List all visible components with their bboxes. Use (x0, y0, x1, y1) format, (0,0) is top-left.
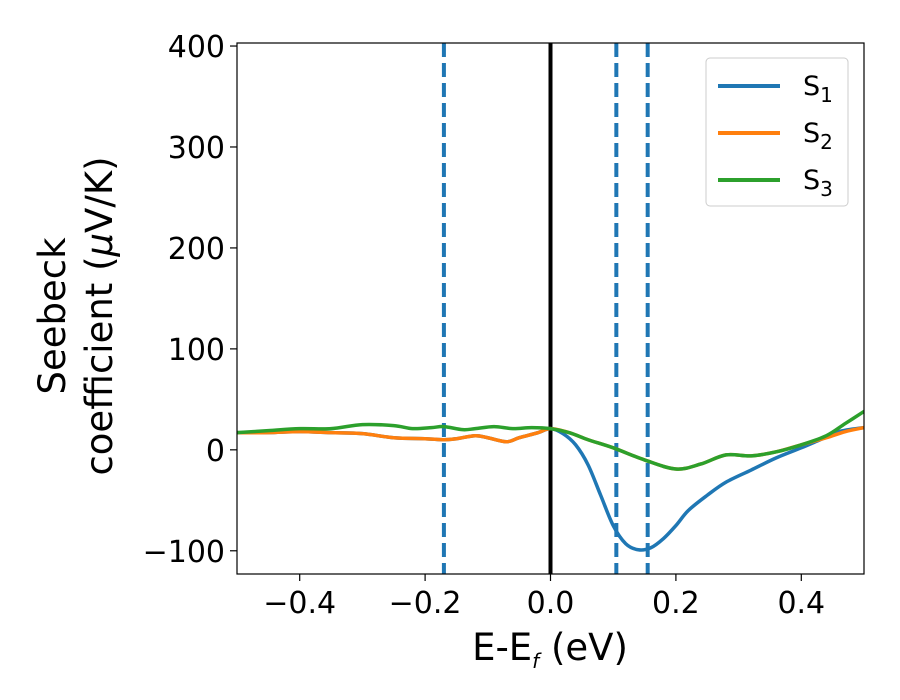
x-axis-ticks: −0.4 −0.2 0.0 0.2 0.4 (263, 574, 825, 621)
legend-label-s3: S3 (803, 165, 833, 201)
y-tick-label: 400 (168, 30, 225, 65)
y-axis-title-line1: Seebeck (31, 237, 74, 395)
y-tick-label: 300 (168, 131, 225, 166)
data-series (237, 409, 864, 552)
legend-label-s1: S1 (803, 71, 833, 107)
y-axis-ticks: −100 0 100 200 300 400 (143, 30, 237, 570)
x-tick-label: 0.4 (777, 586, 825, 621)
y-tick-label: 0 (206, 434, 225, 469)
y-tick-label: 100 (168, 333, 225, 368)
vertical-lines (441, 43, 650, 574)
series-line-s3 (237, 409, 864, 471)
y-axis-title: Seebeck coefficient (μV/K) (31, 156, 121, 475)
legend: S1 S2 S3 (705, 57, 849, 207)
x-tick-label: 0.0 (527, 586, 575, 621)
y-tick-label: 200 (168, 232, 225, 267)
y-tick-label: −100 (143, 535, 225, 570)
x-tick-label: −0.4 (263, 586, 336, 621)
x-axis-title: E-Ef (eV) (472, 626, 628, 673)
x-tick-label: 0.2 (652, 586, 700, 621)
legend-label-s2: S2 (803, 118, 833, 154)
y-axis-title-line2: coefficient (μV/K) (78, 156, 121, 475)
x-tick-label: −0.2 (389, 586, 462, 621)
